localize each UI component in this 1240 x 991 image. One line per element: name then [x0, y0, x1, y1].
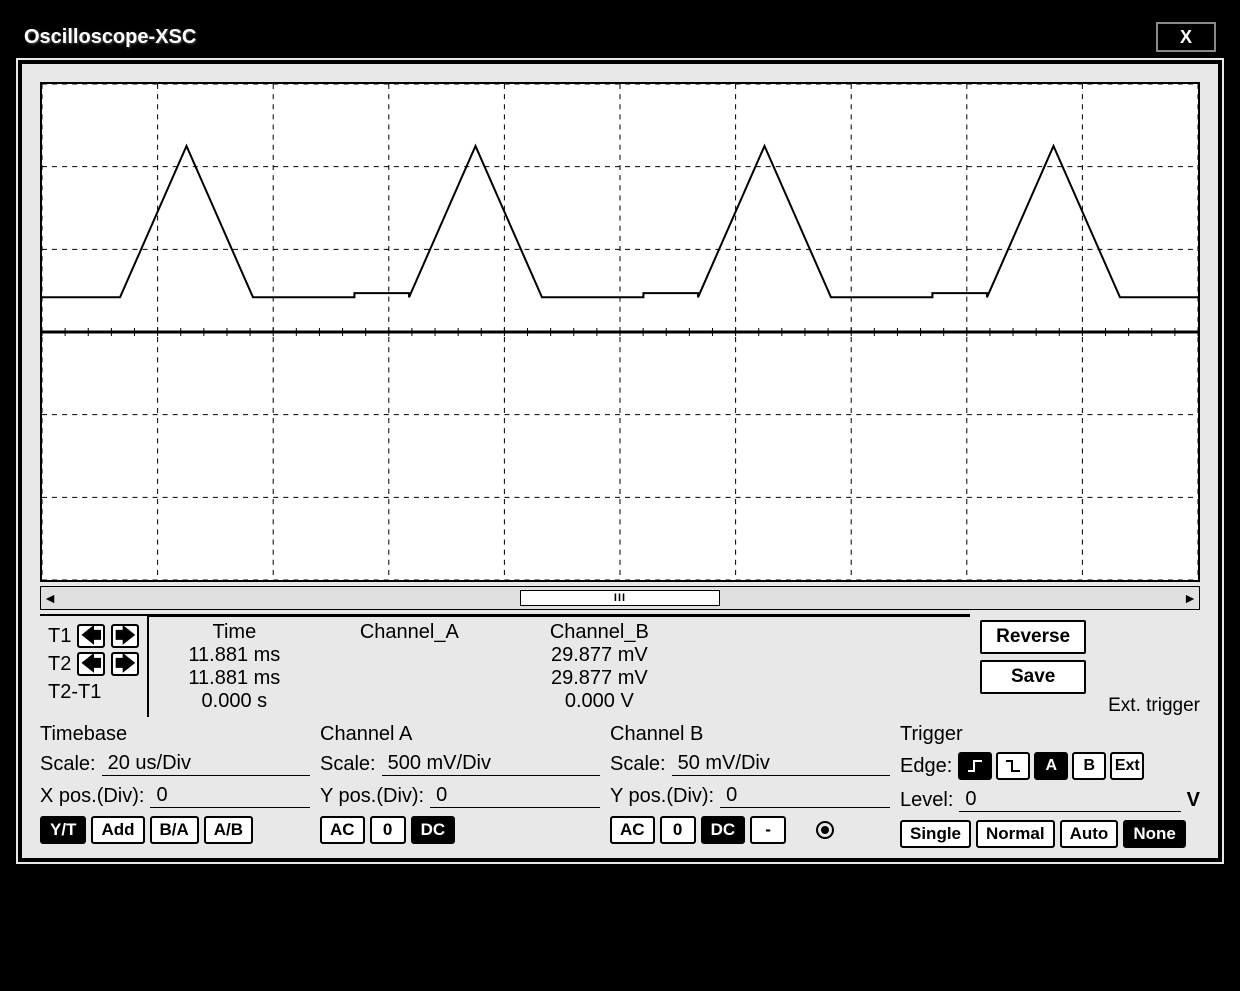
chb-title: Channel B [610, 723, 890, 746]
timebase-btn-yt[interactable]: Y/T [40, 816, 86, 844]
readout-panel: T1 🡄 🡆 T2 🡄 🡆 T2-T1 Time Channel_A Chann… [40, 614, 1200, 717]
t2-left-button[interactable]: 🡄 [77, 652, 105, 676]
scroll-right-arrow[interactable]: ► [1181, 589, 1199, 607]
level-label: Level: [900, 789, 953, 812]
chb-ypos-label: Y pos.(Div): [610, 785, 714, 808]
channel-a-group: Channel A Scale: 500 mV/Div Y pos.(Div):… [320, 723, 600, 848]
window-title: Oscilloscope-XSC [24, 26, 196, 49]
cha-btn-dc[interactable]: DC [411, 816, 456, 844]
timebase-scale-label: Scale: [40, 753, 96, 776]
chb-btn-0[interactable]: 0 [660, 816, 696, 844]
col-cha: Channel_A [319, 621, 499, 644]
trigger-mode-normal[interactable]: Normal [976, 820, 1055, 848]
close-button[interactable]: X [1156, 22, 1216, 52]
edge-label: Edge: [900, 755, 952, 778]
scope-svg [42, 84, 1198, 580]
cha-btn-ac[interactable]: AC [320, 816, 365, 844]
horizontal-scrollbar[interactable]: ◄ III ► [40, 586, 1200, 610]
scroll-thumb[interactable]: III [520, 590, 720, 606]
t1-chb: 29.877 mV [509, 644, 689, 667]
t1-right-button[interactable]: 🡆 [111, 624, 139, 648]
col-time: Time [159, 621, 309, 644]
chb-scale-label: Scale: [610, 753, 666, 776]
edge-falling-button[interactable] [996, 752, 1030, 780]
t1-cha [319, 644, 499, 667]
chb-scale-value[interactable]: 50 mV/Div [672, 752, 890, 776]
cha-ypos-value[interactable]: 0 [430, 784, 600, 808]
ext-trigger-label: Ext. trigger [1108, 695, 1200, 717]
oscilloscope-window: Oscilloscope-XSC X ◄ III ► T1 🡄 🡆 [10, 10, 1230, 870]
level-unit: V [1187, 789, 1200, 812]
timebase-btn-ba[interactable]: B/A [150, 816, 199, 844]
scroll-left-arrow[interactable]: ◄ [41, 589, 59, 607]
reverse-button[interactable]: Reverse [980, 620, 1086, 654]
titlebar[interactable]: Oscilloscope-XSC X [16, 16, 1224, 58]
cha-scale-value[interactable]: 500 mV/Div [382, 752, 600, 776]
col-chb: Channel_B [509, 621, 689, 644]
diff-chb: 0.000 V [509, 690, 689, 713]
cha-scale-label: Scale: [320, 753, 376, 776]
t2-time: 11.881 ms [159, 667, 309, 690]
trigger-mode-auto[interactable]: Auto [1060, 820, 1119, 848]
chb-btn-dc[interactable]: DC [701, 816, 746, 844]
cha-btn-0[interactable]: 0 [370, 816, 406, 844]
timebase-btn-add[interactable]: Add [91, 816, 144, 844]
t2-cha [319, 667, 499, 690]
edge-rising-button[interactable] [958, 752, 992, 780]
edge-ext-button[interactable]: Ext [1110, 752, 1144, 780]
falling-edge-icon [1004, 758, 1022, 774]
t2-right-button[interactable]: 🡆 [111, 652, 139, 676]
cursor-controls: T1 🡄 🡆 T2 🡄 🡆 T2-T1 [40, 614, 149, 717]
chb-enable-radio[interactable] [816, 821, 834, 839]
edge-b-button[interactable]: B [1072, 752, 1106, 780]
cha-ypos-label: Y pos.(Div): [320, 785, 424, 808]
readout-table: Time Channel_A Channel_B 11.881 ms 29.87… [149, 614, 970, 717]
controls-panel: Timebase Scale: 20 us/Div X pos.(Div): 0… [40, 723, 1200, 848]
cursor-t2-label: T2 [48, 650, 71, 678]
scroll-grip-icon: III [614, 592, 626, 604]
diff-time: 0.000 s [159, 690, 309, 713]
chb-ypos-value[interactable]: 0 [720, 784, 890, 808]
t1-time: 11.881 ms [159, 644, 309, 667]
timebase-title: Timebase [40, 723, 310, 746]
timebase-scale-value[interactable]: 20 us/Div [102, 752, 310, 776]
scope-display[interactable] [40, 82, 1200, 582]
save-button[interactable]: Save [980, 660, 1086, 694]
timebase-btn-ab[interactable]: A/B [204, 816, 253, 844]
rising-edge-icon [966, 758, 984, 774]
content-area: ◄ III ► T1 🡄 🡆 T2 🡄 🡆 [18, 60, 1222, 862]
cursor-diff-label: T2-T1 [48, 678, 101, 706]
t1-left-button[interactable]: 🡄 [77, 624, 105, 648]
cha-title: Channel A [320, 723, 600, 746]
timebase-xpos-value[interactable]: 0 [150, 784, 310, 808]
channel-b-group: Channel B Scale: 50 mV/Div Y pos.(Div): … [610, 723, 890, 848]
timebase-group: Timebase Scale: 20 us/Div X pos.(Div): 0… [40, 723, 310, 848]
diff-cha [319, 690, 499, 713]
trigger-mode-single[interactable]: Single [900, 820, 971, 848]
trigger-title: Trigger [900, 723, 1200, 746]
level-value[interactable]: 0 [959, 788, 1180, 812]
cursor-t1-label: T1 [48, 622, 71, 650]
close-icon: X [1180, 27, 1192, 48]
chb-btn-[interactable]: - [750, 816, 786, 844]
trigger-group: Trigger Edge: ABExt Level: 0 V SingleNor… [900, 723, 1200, 848]
chb-btn-ac[interactable]: AC [610, 816, 655, 844]
timebase-xpos-label: X pos.(Div): [40, 785, 144, 808]
edge-a-button[interactable]: A [1034, 752, 1068, 780]
t2-chb: 29.877 mV [509, 667, 689, 690]
trigger-mode-none[interactable]: None [1123, 820, 1186, 848]
action-buttons: Reverse Save [970, 614, 1096, 717]
